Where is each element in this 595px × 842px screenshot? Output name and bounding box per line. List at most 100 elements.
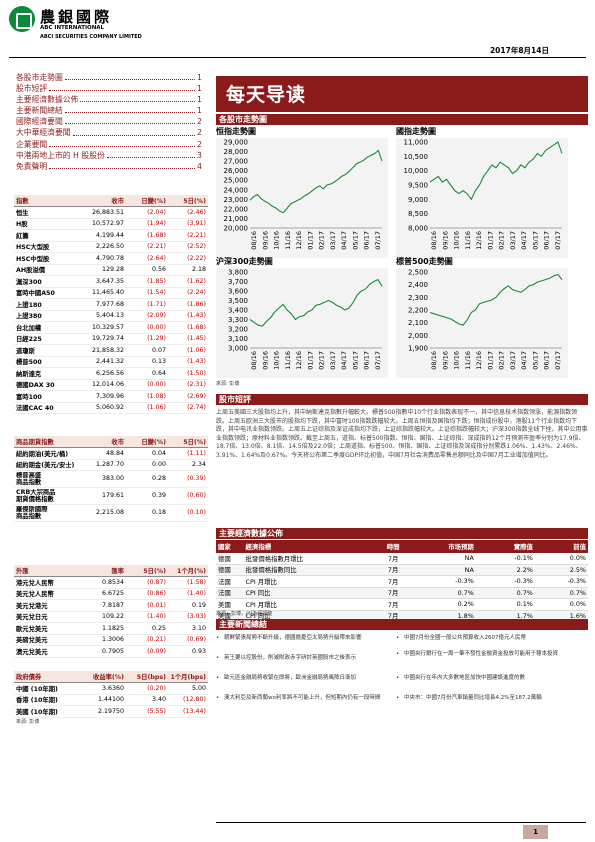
table-cell: (2.04): [147, 208, 166, 216]
table-cell: 179.61: [101, 492, 124, 500]
x-tick-label: 08/16: [430, 231, 438, 250]
series-line: [249, 149, 383, 214]
toc-item[interactable]: 企業要聞 2: [16, 139, 202, 150]
news-section-header: 主要新聞總結: [216, 619, 588, 630]
table-row: 紅籌 4,199.44 (1.68) (2.21): [14, 230, 208, 242]
y-tick-label: 2,300: [408, 294, 428, 302]
toc-label[interactable]: 國際經濟要聞: [16, 117, 63, 127]
header-cell: 收益率(%): [93, 674, 124, 681]
x-tick-label: 06/17: [363, 231, 371, 250]
table-cell: 1.8%: [457, 611, 474, 620]
table-cell: 0.7%: [569, 588, 586, 597]
table-cell: (0.86): [147, 590, 166, 598]
x-tick-label: 02/17: [318, 351, 326, 370]
toc-item[interactable]: 股市短評 1: [16, 83, 202, 94]
news-item: 歐元區金融局勢收緊在即將，歐洲金融局勢風險日漸加: [216, 674, 392, 682]
toc-page[interactable]: 3: [197, 150, 202, 160]
toc-label[interactable]: 大中華經濟要聞: [16, 128, 71, 138]
toc-leader: [64, 72, 196, 81]
table-cell: NA: [464, 565, 474, 574]
table-cell: 美元兌人民幣: [16, 591, 54, 599]
table-row: 紐約期金(美元/安士) 1,287.70 0.00 2.34: [14, 460, 208, 471]
toc-page[interactable]: 4: [197, 161, 202, 171]
table-cell: (1.43): [187, 312, 206, 320]
x-tick-label: 07/17: [374, 231, 382, 250]
fx-table: 外匯 匯率 5日(%) 1个月(%) 港元兌人民幣 0.8534 (0.87) (1.58) 美…: [14, 565, 208, 658]
table-cell: (0.39): [187, 475, 206, 483]
table-cell: 0.1%: [516, 600, 533, 609]
toc-page[interactable]: 1: [197, 73, 202, 82]
toc-label[interactable]: 主要新聞總結: [16, 106, 63, 116]
header-cell: 商品期貨指數: [16, 439, 54, 446]
header-cell: 匯率: [111, 568, 124, 575]
x-tick-label: 12/16: [475, 351, 483, 370]
page-number: 1: [523, 825, 548, 839]
y-tick-label: 8,000: [408, 225, 428, 233]
news-item: 中國7月份全國一般公共預算收入2607億元人民幣: [396, 634, 586, 642]
toc-page[interactable]: 1: [197, 95, 202, 105]
toc-item[interactable]: 國際經濟要聞 2: [16, 116, 202, 127]
toc-page[interactable]: 2: [197, 117, 202, 127]
table-cell: 6,256.56: [95, 369, 124, 377]
x-tick-label: 05/17: [531, 351, 539, 370]
table-row: 富時100 7,309.96 (1.08) (2.69): [14, 391, 208, 403]
toc-label[interactable]: 中港兩地上市的 H 股股份: [16, 150, 105, 160]
x-tick-label: 03/17: [329, 351, 337, 370]
toc-item[interactable]: 大中華經濟要聞 2: [16, 127, 202, 138]
toc-page[interactable]: 1: [197, 84, 202, 94]
news-item: 英王要以控股份，削減財政赤字研討英國股市之後表示: [216, 654, 392, 662]
table-cell: (1.11): [187, 449, 206, 457]
table-row: 美元兌港元 7.8187 (0.01) 0.19: [14, 600, 208, 612]
x-tick-label: 06/17: [543, 351, 551, 370]
toc-label[interactable]: 各股市走勢圖: [16, 73, 63, 82]
table-cell: 26,883.51: [91, 208, 124, 216]
table-cell: 1,287.70: [95, 461, 124, 469]
indices-table: 指數 收市 日變(%) 5日(%) 恒生 26,883.51 (2.04) (2.46) H股 1…: [14, 195, 208, 414]
x-tick-label: 07/17: [554, 231, 562, 250]
header-cell: 國家: [218, 543, 231, 551]
toc-page[interactable]: 2: [197, 128, 202, 138]
x-tick-label: 06/17: [363, 351, 371, 370]
table-cell: NA: [464, 554, 474, 563]
sp500-chart: 2,500 2,400 2,300 2,200 2,100 2,000 1,90008/16…: [396, 268, 568, 378]
toc-label[interactable]: 免責聲明: [16, 161, 48, 171]
toc-page[interactable]: 2: [197, 139, 202, 149]
table-row: AH股溢價 129.28 0.56 2.18: [14, 265, 208, 276]
x-tick-label: 09/16: [441, 231, 449, 250]
bonds-table: 政府債券 收益率(%) 5日(bps) 1个月(bps) 中國 (10年期) 3.6360…: [14, 671, 208, 718]
y-tick-label: 2,500: [408, 269, 428, 277]
econ-data-table: 國家 經濟指標 時間 市场预期 實際值 前值 德國 批發價格指數月環比 7月 NA -0.1% 0.0…: [216, 540, 588, 622]
table-cell: 美國: [218, 612, 231, 621]
table-cell: (1.08): [147, 392, 166, 400]
table-of-contents: 各股市走勢圖 1 股市短評 1 主要經濟數據公佈 1 主要新聞總結 1 國際經濟要聞 2 大中華經濟…: [16, 72, 202, 172]
header-cell: 日變(%): [141, 198, 166, 205]
table-row: 德國 批發價格指數同比 7月 NA 2.2% 2.5%: [216, 564, 588, 576]
table-cell: 道瓊斯: [16, 347, 35, 355]
table-row: 香港 (10年期) 1.44100 3.40 (12.80): [14, 695, 208, 706]
toc-item[interactable]: 各股市走勢圖 1: [16, 72, 202, 83]
news-item: 中國央行銀行在一周一筆不發性金融資金投放可能用于穩本投資: [396, 650, 586, 658]
table-row: HSC中型股 4,790.78 (2.64) (2.22): [14, 253, 208, 265]
y-tick-label: 24,000: [224, 186, 249, 194]
toc-item[interactable]: 主要經濟數據公佈 1: [16, 94, 202, 105]
table-row: 恒生 26,883.51 (2.04) (2.46): [14, 207, 208, 219]
toc-item[interactable]: 中港兩地上市的 H 股股份 3: [16, 150, 202, 161]
x-tick-label: 08/16: [250, 231, 258, 250]
y-tick-label: 1,900: [408, 345, 428, 353]
toc-item[interactable]: 主要新聞總結 1: [16, 105, 202, 116]
y-tick-label: 20,000: [224, 225, 249, 233]
series-line: [249, 278, 383, 327]
table-cell: (1.43): [187, 358, 206, 366]
toc-page[interactable]: 1: [197, 106, 202, 116]
toc-label[interactable]: 企業要聞: [16, 139, 48, 149]
table-cell: 0.25: [151, 624, 166, 632]
econ-section-header: 主要經濟數據公佈: [216, 528, 588, 539]
toc-label[interactable]: 股市短評: [16, 84, 48, 94]
toc-item[interactable]: 免責聲明 4: [16, 161, 202, 172]
table-cell: 0.0%: [569, 554, 586, 563]
toc-label[interactable]: 主要經濟數據公佈: [16, 95, 79, 105]
y-tick-label: 21,000: [224, 215, 249, 223]
x-tick-label: 11/16: [284, 231, 292, 250]
y-tick-label: 3,200: [228, 326, 248, 334]
table-cell: (2.24): [187, 289, 206, 297]
